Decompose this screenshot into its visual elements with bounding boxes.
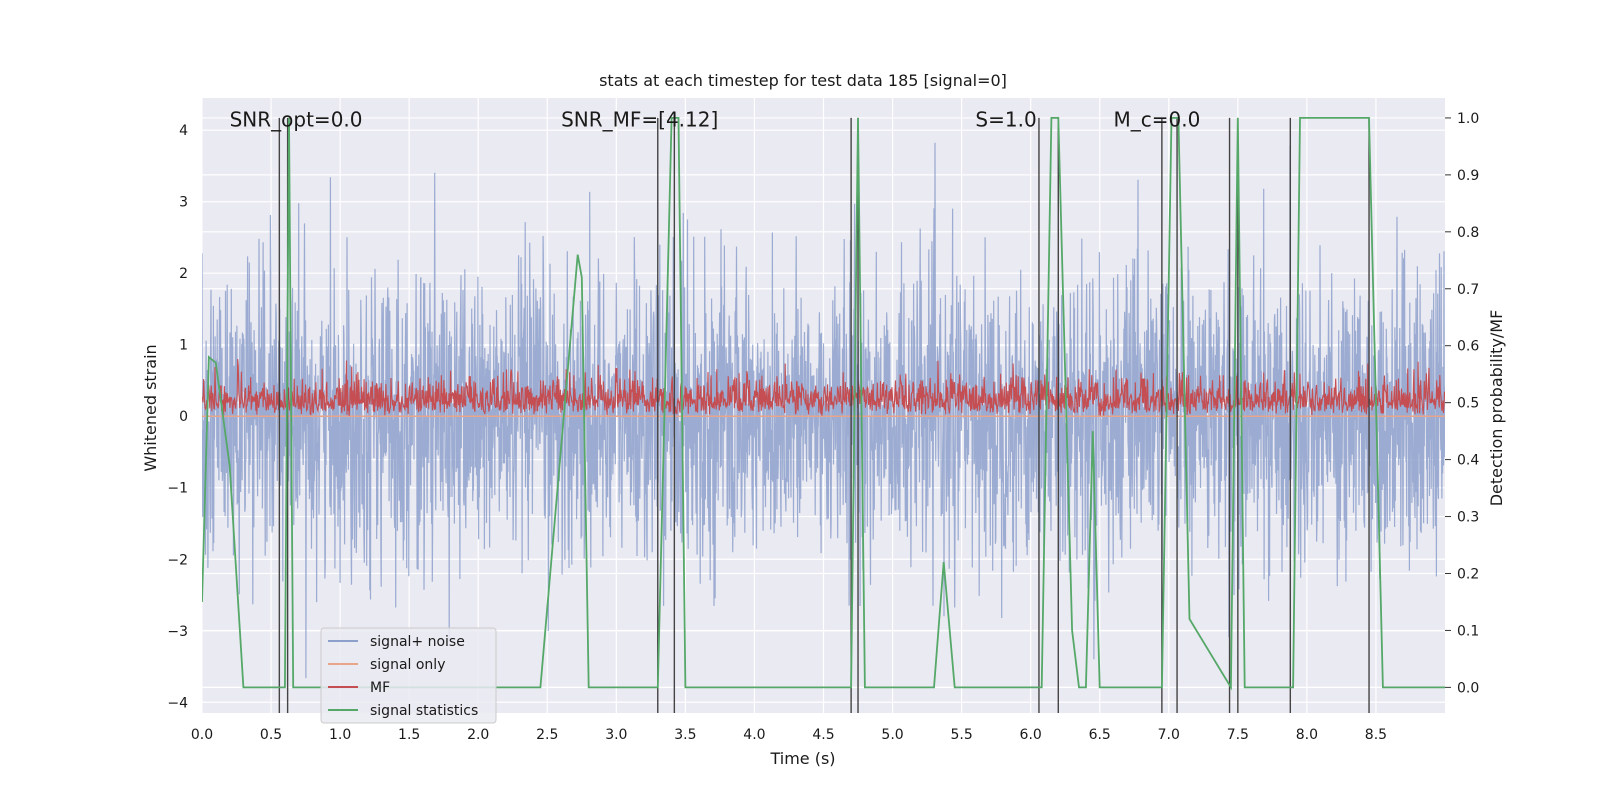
legend-label-signal-statistics: signal statistics [370,703,478,719]
x-axis-label: Time (s) [769,749,835,768]
annotation-text: S=1.0 [975,108,1036,132]
x-axis-ticks: 0.0 0.5 1.0 1.5 2.0 2.5 3.0 3.5 4.0 4.5 5.0 5.5 6.0 6… [191,727,1387,743]
y2-tick-label: 0.3 [1457,510,1479,526]
y-axis-label: Whitened strain [141,344,160,471]
legend-box [320,627,497,724]
x-tick-label: 6.5 [1089,727,1111,743]
y2-tick-label: 0.7 [1457,282,1479,298]
y2-tick-label: 0.9 [1457,168,1479,184]
y-tick-label: −4 [167,695,188,711]
y2-tick-label: 0.0 [1457,680,1479,696]
y2-tick-label: 0.6 [1457,339,1479,355]
y2-tick-label: 0.5 [1457,396,1479,412]
annotation-text: SNR_opt=0.0 [230,108,363,132]
y-tick-label: 4 [179,123,188,139]
x-tick-label: 1.5 [398,727,420,743]
chart-title: stats at each timestep for test data 185… [599,71,1007,90]
y2-tick-label: 0.4 [1457,453,1479,469]
x-tick-label: 8.0 [1296,727,1318,743]
y-tick-label: 3 [179,195,188,211]
x-tick-label: 5.0 [881,727,903,743]
y2-axis-ticks: 0.0 0.1 0.2 0.3 0.4 0.5 0.6 0.7 0.8 0.9 1.0 [1445,111,1479,696]
y2-tick-label: 1.0 [1457,111,1479,127]
y-axis-ticks: −4 −3 −2 −1 0 1 2 3 4 [167,123,188,711]
y-tick-label: 2 [179,266,188,282]
y2-axis-label: Detection probability/MF [1487,310,1506,507]
annotation-text: M_c=0.0 [1114,108,1201,132]
x-tick-label: 1.0 [329,727,351,743]
x-tick-label: 3.5 [674,727,696,743]
annotations: SNR_opt=0.0 SNR_MF=[4.12] S=1.0 M_c=0.0 [230,108,1201,132]
x-tick-label: 3.0 [605,727,627,743]
x-tick-label: 5.5 [950,727,972,743]
x-tick-label: 4.0 [743,727,765,743]
legend-label-signal-only: signal only [370,657,445,673]
x-tick-label: 8.5 [1365,727,1387,743]
x-tick-label: 7.0 [1158,727,1180,743]
y-tick-label: −2 [167,552,188,568]
series-signal-statistics-line [202,117,1445,691]
y-tick-label: −3 [167,624,188,640]
y-tick-label: 1 [179,338,188,354]
x-tick-label: 6.0 [1020,727,1042,743]
legend-label-mf: MF [370,680,390,696]
y2-tick-label: 0.1 [1457,623,1479,639]
y2-tick-label: 0.8 [1457,225,1479,241]
x-tick-label: 0.0 [191,727,213,743]
legend-label-signal-noise: signal+ noise [370,634,465,650]
legend: signal+ noise signal only MF signal stat… [320,627,497,724]
y-tick-label: −1 [167,481,188,497]
x-tick-label: 7.5 [1227,727,1249,743]
annotation-text: SNR_MF=[4.12] [561,108,718,132]
y2-tick-label: 0.2 [1457,566,1479,582]
y-tick-label: 0 [179,409,188,425]
x-tick-label: 2.0 [467,727,489,743]
x-tick-label: 4.5 [812,727,834,743]
x-tick-label: 2.5 [536,727,558,743]
x-tick-label: 0.5 [260,727,282,743]
